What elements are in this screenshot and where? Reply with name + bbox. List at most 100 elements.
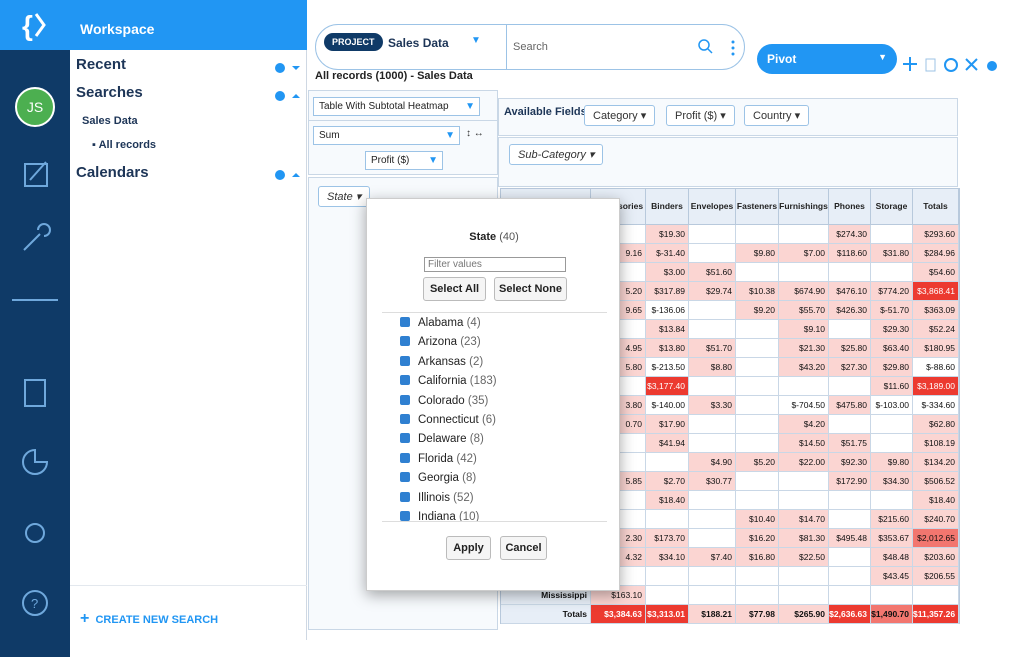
table-cell: $240.70 [913, 510, 959, 529]
list-item[interactable]: Alabama (4) [400, 317, 481, 329]
table-cell: $43.20 [779, 358, 829, 377]
view-label[interactable]: Pivot [767, 52, 797, 66]
section-title[interactable]: Calendars [76, 164, 149, 181]
row-field-label[interactable]: State [327, 191, 353, 203]
row-field[interactable]: State ▾ [318, 186, 371, 207]
table-cell: $-103.00 [871, 396, 913, 415]
column-field[interactable]: Sub-Category ▾ [509, 144, 604, 165]
aggregator-label[interactable]: Sum [319, 130, 340, 141]
table-cell: $16.20 [736, 529, 779, 548]
renderer-select[interactable]: Table With Subtotal Heatmap ▼ [313, 97, 480, 116]
table-cell [829, 586, 871, 605]
select-none-button[interactable]: Select None [494, 277, 567, 301]
value-label[interactable]: Profit ($) [371, 155, 410, 166]
view-select[interactable]: Pivot ▼ [757, 44, 897, 74]
table-cell [871, 491, 913, 510]
checkbox[interactable] [400, 414, 410, 424]
avatar[interactable]: JS [15, 87, 55, 127]
list-item[interactable]: Indiana (10) [400, 511, 479, 521]
table-cell [689, 244, 736, 263]
table-cell: $9.80 [871, 453, 913, 472]
checkbox[interactable] [400, 355, 410, 366]
project-name[interactable]: Sales Data [388, 36, 449, 50]
table-cell: $10.38 [736, 282, 779, 301]
table-cell [646, 567, 689, 586]
checkbox[interactable] [400, 491, 410, 502]
table-cell: $11,357.26 [913, 605, 959, 624]
checkbox[interactable] [400, 452, 410, 463]
table-cell: $18.40 [646, 491, 689, 510]
renderer-label[interactable]: Table With Subtotal Heatmap [319, 101, 449, 112]
logo[interactable]: { [0, 0, 70, 50]
list-item[interactable]: Georgia (8) [400, 472, 476, 484]
table-cell: $2,012.65 [913, 529, 959, 548]
search-input[interactable]: Search [513, 41, 548, 53]
item-name[interactable]: Florida [418, 452, 454, 465]
search-item-label[interactable]: All records [98, 139, 157, 151]
apply-button[interactable]: Apply [446, 536, 491, 560]
list-item[interactable]: Colorado (35) [400, 394, 488, 407]
item-count: (23) [460, 336, 481, 349]
checkbox[interactable] [400, 336, 410, 347]
item-name[interactable]: Alabama [418, 317, 464, 329]
table-cell [871, 415, 913, 434]
create-search-label[interactable]: CREATE NEW SEARCH [95, 614, 219, 626]
list-item[interactable]: Illinois (52) [400, 491, 474, 504]
checkbox[interactable] [400, 317, 410, 327]
list-item[interactable]: Arizona (23) [400, 336, 481, 348]
available-field[interactable]: Profit ($) ▾ [666, 105, 735, 126]
table-cell: $-213.50 [646, 358, 689, 377]
available-field[interactable]: Category ▾ [584, 105, 656, 126]
select-all-button[interactable]: Select All [423, 277, 486, 301]
list-item[interactable]: Florida (42) [400, 452, 477, 465]
checkbox[interactable] [400, 472, 410, 483]
item-name[interactable]: Delaware [418, 433, 467, 446]
list-item[interactable]: California (183) [400, 375, 497, 387]
search-item[interactable]: ▪ All records [92, 139, 157, 151]
section-title[interactable]: Recent [76, 56, 127, 73]
item-name[interactable]: Colorado [418, 394, 465, 407]
item-count: (6) [481, 414, 496, 426]
available-field[interactable]: Country ▾ [744, 105, 810, 126]
checkbox[interactable] [400, 433, 410, 444]
search-group[interactable]: Sales Data [82, 115, 138, 127]
list-item[interactable]: Delaware (8) [400, 433, 484, 445]
column-field-label[interactable]: Sub-Category [518, 149, 586, 161]
item-name[interactable]: Connecticut [418, 414, 479, 426]
section-title[interactable]: Searches [76, 84, 143, 101]
available-field-label[interactable]: Profit ($) [675, 110, 718, 122]
item-name[interactable]: Indiana [418, 511, 456, 521]
cancel-button[interactable]: Cancel [500, 536, 547, 560]
table-cell: $34.10 [646, 548, 689, 567]
item-name[interactable]: Illinois [418, 491, 450, 504]
table-cell [871, 225, 913, 244]
table-cell: $134.20 [913, 453, 959, 472]
table-cell: $265.90 [779, 605, 829, 624]
table-cell: $43.45 [871, 567, 913, 586]
list-item[interactable]: Arkansas (2) [400, 355, 483, 368]
table-cell: $27.30 [829, 358, 871, 377]
item-name[interactable]: Georgia [418, 472, 459, 485]
checkbox[interactable] [400, 511, 410, 521]
value-select[interactable]: Profit ($) ▼ [365, 151, 443, 170]
table-cell: $476.10 [829, 282, 871, 301]
table-cell: $14.50 [779, 434, 829, 453]
item-name[interactable]: Arizona [418, 336, 457, 349]
item-name[interactable]: California [418, 375, 467, 388]
available-field-label[interactable]: Country [753, 110, 792, 122]
table-cell: $51.60 [689, 263, 736, 282]
list-item[interactable]: Connecticut (6) [400, 414, 496, 426]
table-cell: $7.00 [779, 244, 829, 263]
create-search[interactable]: + CREATE NEW SEARCH [80, 610, 219, 627]
checkbox[interactable] [400, 394, 410, 405]
filter-input[interactable]: Filter values [424, 257, 566, 272]
table-cell: $19.30 [646, 225, 689, 244]
checkbox[interactable] [400, 375, 410, 386]
nav-strip: { JS ? [0, 0, 70, 657]
available-field-label[interactable]: Category [593, 110, 638, 122]
table-cell: $2.70 [646, 472, 689, 491]
item-name[interactable]: Arkansas [418, 355, 466, 368]
table-cell: $426.30 [829, 301, 871, 320]
table-cell [736, 415, 779, 434]
aggregator-select[interactable]: Sum ▼ [313, 126, 460, 145]
